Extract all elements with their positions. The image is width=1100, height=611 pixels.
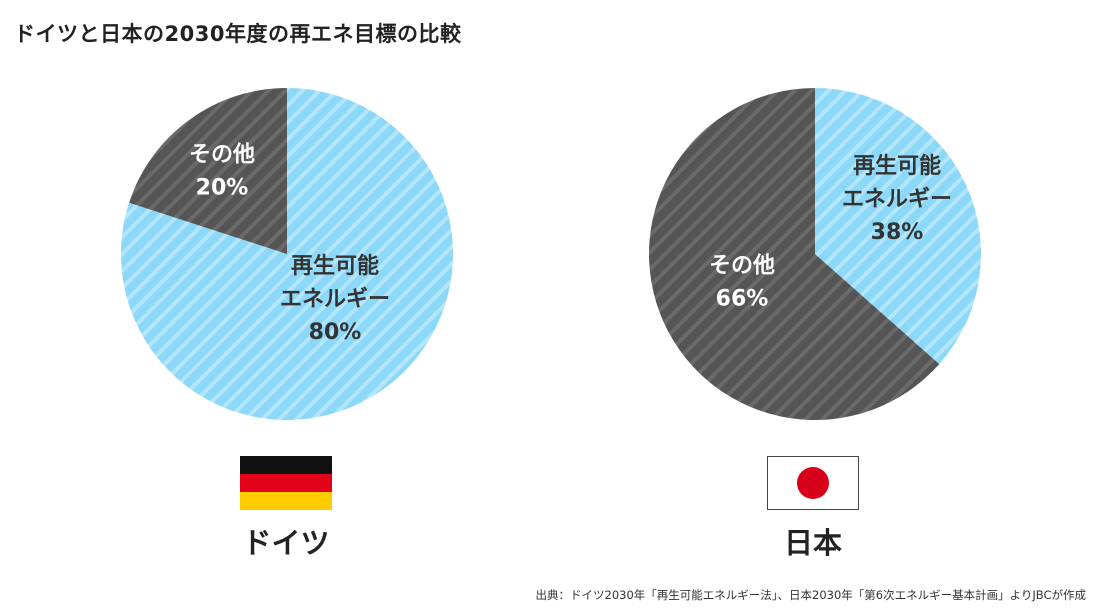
pie-germany: 再生可能エネルギー 80% その他 20% (120, 88, 454, 420)
slice-value-label: 38% (871, 220, 924, 245)
country-name-japan: 日本 (783, 526, 842, 560)
slice-category-label: エネルギー (842, 187, 952, 212)
pie-slice-other (129, 88, 287, 254)
flag-stripe-red (240, 474, 332, 492)
slice-category-label: その他 (189, 143, 255, 168)
slice-category-label: 再生可能 (291, 253, 379, 279)
slice-value-label: 66% (716, 287, 769, 312)
chart-title: ドイツと日本の2030年度の再エネ目標の比較 (14, 22, 462, 46)
pie-japan: 再生可能エネルギー 38% その他 66% (648, 88, 981, 421)
slice-category-label: その他 (709, 254, 775, 279)
flag-stripe-gold (240, 492, 332, 510)
slice-value-label: 20% (196, 176, 249, 201)
flag-red-disc (797, 467, 829, 499)
country-name-germany: ドイツ (242, 526, 330, 560)
german-flag-icon (240, 456, 332, 510)
slice-value-label: 80% (309, 320, 362, 345)
flag-stripe-black (240, 456, 332, 474)
pie-slice-renewable (815, 88, 981, 365)
pie-slice-other (648, 88, 940, 421)
source-note: 出典：ドイツ2030年「再生可能エネルギー法」、日本2030年「第6次エネルギー… (535, 588, 1086, 602)
japanese-flag-icon (767, 456, 859, 510)
slice-category-label: エネルギー (280, 287, 390, 312)
slice-category-label: 再生可能 (853, 153, 941, 179)
